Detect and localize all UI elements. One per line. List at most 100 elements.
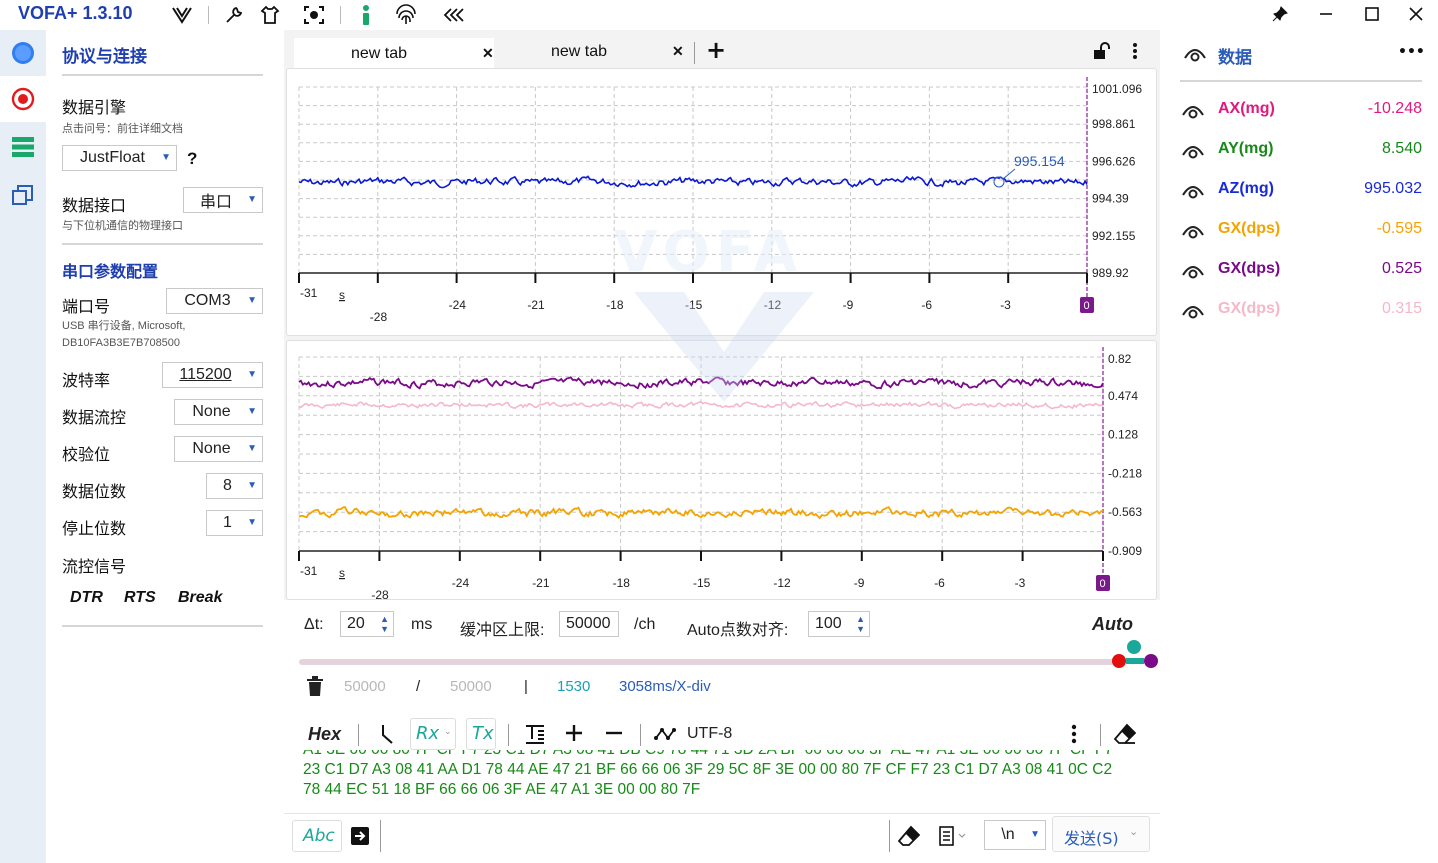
interface-label: 数据接口 — [62, 198, 127, 215]
info-icon[interactable] — [354, 3, 378, 27]
databits-select[interactable]: 8 ▼ — [206, 473, 263, 499]
plot-1-canvas[interactable]: 1001.096 998.861 996.626 994.39 992.155 989.9… — [287, 69, 1158, 337]
eye-icon[interactable] — [1182, 183, 1204, 199]
vofa-logo-icon[interactable] — [170, 3, 194, 27]
channel-row[interactable]: GX(dps) 0.315 — [1182, 300, 1422, 324]
auto-button[interactable]: Auto — [1092, 614, 1133, 634]
zoom-slider-track[interactable] — [299, 659, 1119, 665]
clear-send-icon[interactable] — [897, 825, 921, 851]
trash-icon[interactable] — [306, 676, 324, 700]
rts-toggle[interactable]: RTS — [124, 589, 156, 606]
port-description-2: DB10FA3B3E7B708500 — [62, 337, 181, 349]
wrap-icon[interactable] — [380, 723, 394, 749]
rx-data-view[interactable]: A1 3E 00 00 80 7F CF F7 23 C1 D7 A3 08 4… — [303, 750, 1153, 810]
more-horizontal-icon[interactable]: ••• — [1398, 44, 1425, 60]
plot-panel-2[interactable]: 0.82 0.474 0.128 -0.218 -0.563 -0.909 -31 -24 -2… — [286, 340, 1158, 601]
x-tick-label: -12 — [773, 576, 791, 590]
auto-align-spinbox[interactable]: 100 ▲ ▼ — [808, 611, 870, 637]
history-icon[interactable] — [938, 825, 968, 851]
channel-row[interactable]: GX(dps) 0.525 — [1182, 260, 1422, 284]
add-tab-button[interactable]: + — [706, 36, 727, 64]
close-icon[interactable] — [1394, 0, 1438, 28]
collapse-icon[interactable] — [442, 3, 466, 27]
slider-handle-teal[interactable] — [1127, 640, 1141, 654]
eye-icon[interactable] — [1182, 103, 1204, 119]
dt-spinbox[interactable]: 20 ▲ ▼ — [340, 611, 394, 637]
capture-icon[interactable] — [302, 3, 326, 27]
tab-2[interactable]: new tab ✕ — [496, 38, 696, 68]
line-ending-select[interactable]: \n ▼ — [984, 820, 1046, 850]
shirt-icon[interactable] — [258, 3, 282, 27]
engine-help-button[interactable]: ? — [187, 149, 198, 168]
slider-handle-red[interactable] — [1112, 654, 1126, 668]
channel-row[interactable]: AZ(mg) 995.032 — [1182, 180, 1422, 204]
chevron-down-icon: ⌄ — [1129, 825, 1139, 838]
dtr-toggle[interactable]: DTR — [70, 589, 103, 606]
rx-toggle[interactable]: Rx ⌄ — [410, 718, 456, 750]
maximize-icon[interactable] — [1350, 0, 1394, 28]
tab-close-icon[interactable]: ✕ — [672, 43, 684, 59]
channel-row[interactable]: AY(mg) 8.540 — [1182, 140, 1422, 164]
divider — [1180, 80, 1422, 82]
y-tick-label: 0.474 — [1108, 389, 1138, 403]
plot-2-canvas[interactable]: 0.82 0.474 0.128 -0.218 -0.563 -0.909 -31 -24 -2… — [287, 341, 1158, 601]
connection-icon[interactable] — [0, 30, 46, 76]
spin-arrows-icon[interactable]: ▲ ▼ — [380, 614, 389, 634]
eye-icon[interactable] — [1182, 263, 1204, 279]
stopbits-select[interactable]: 1 ▼ — [206, 510, 263, 536]
text-format-icon[interactable] — [524, 723, 546, 749]
x-tick-label: -9 — [854, 576, 865, 590]
wrench-icon[interactable] — [222, 3, 246, 27]
eye-icon[interactable] — [1182, 303, 1204, 319]
zoom-in-icon[interactable] — [564, 723, 584, 747]
windows-icon[interactable] — [0, 172, 46, 218]
eye-icon[interactable] — [1184, 46, 1206, 66]
eye-icon[interactable] — [1182, 223, 1204, 239]
divider — [62, 625, 263, 627]
abc-toggle[interactable]: Abc — [292, 820, 342, 852]
eraser-icon[interactable] — [1113, 723, 1137, 749]
plot-panel-1[interactable]: 1001.096 998.861 996.626 994.39 992.155 989.9… — [286, 68, 1157, 336]
flow-control-select[interactable]: None ▼ — [174, 399, 263, 425]
baud-select-value: 115200 — [179, 366, 232, 383]
channel-row[interactable]: AX(mg) -10.248 — [1182, 100, 1422, 124]
hex-toggle[interactable]: Hex — [308, 724, 342, 744]
pin-icon[interactable] — [1258, 0, 1302, 28]
y-tick-label: 998.861 — [1092, 117, 1136, 131]
interface-select[interactable]: 串口 ▼ — [183, 187, 263, 213]
waveform-icon[interactable] — [654, 724, 678, 748]
more-vertical-icon[interactable] — [1132, 42, 1138, 64]
tab-close-icon[interactable]: ✕ — [482, 45, 494, 61]
unlock-icon[interactable] — [1092, 42, 1110, 64]
encoding-select[interactable]: UTF-8 — [687, 725, 733, 742]
tx-toggle[interactable]: Tx — [466, 718, 496, 750]
channel-name: AX(mg) — [1218, 100, 1275, 117]
spin-arrows-icon[interactable]: ▲ ▼ — [856, 614, 865, 634]
send-button[interactable]: 发送(S) ⌄ — [1052, 816, 1150, 852]
break-toggle[interactable]: Break — [178, 589, 223, 606]
record-icon[interactable] — [0, 76, 46, 122]
chevron-down-icon: ▼ — [161, 152, 171, 163]
send-input[interactable] — [382, 816, 882, 856]
auto-align-label: Auto点数对齐: — [687, 622, 789, 639]
x-tick-label: -6 — [921, 298, 932, 312]
eye-icon[interactable] — [1182, 143, 1204, 159]
zoom-out-icon[interactable] — [604, 723, 624, 747]
list-icon[interactable] — [0, 124, 46, 170]
parity-select[interactable]: None ▼ — [174, 436, 263, 462]
port-select[interactable]: COM3 ▼ — [166, 288, 263, 314]
baud-select[interactable]: 115200 ▼ — [162, 362, 263, 388]
fingerprint-icon[interactable] — [394, 3, 418, 27]
tab-label: new tab — [351, 45, 408, 62]
databits-label: 数据位数 — [62, 484, 127, 501]
tab-1[interactable]: new tab ✕ — [294, 38, 494, 68]
chevron-down-icon: ▼ — [247, 369, 257, 380]
engine-select[interactable]: JustFloat ▼ — [62, 145, 177, 171]
channel-row[interactable]: GX(dps) -0.595 — [1182, 220, 1422, 244]
slider-handle-purple[interactable] — [1144, 654, 1158, 668]
send-file-icon[interactable] — [350, 826, 370, 850]
more-vertical-icon[interactable] — [1071, 724, 1077, 748]
minimize-icon[interactable] — [1304, 0, 1348, 28]
x-zero-label: 0 — [1084, 300, 1090, 312]
buffer-input[interactable]: 50000 — [559, 611, 619, 637]
